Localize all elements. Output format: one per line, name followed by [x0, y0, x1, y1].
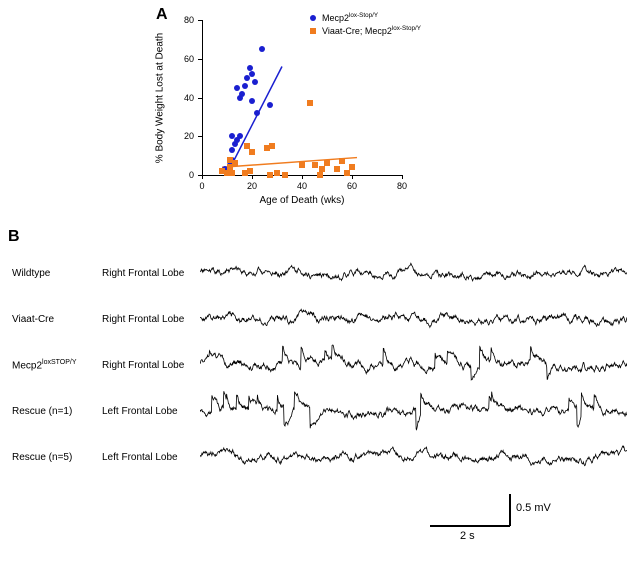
data-point	[349, 164, 355, 170]
eeg-genotype-label: Viaat-Cre	[12, 314, 102, 325]
data-point	[237, 133, 243, 139]
eeg-waveform	[200, 263, 627, 281]
eeg-row: Rescue (n=5)Left Frontal Lobe	[12, 434, 627, 480]
data-point	[307, 100, 313, 106]
scatter-plot: Age of Death (wks) % Body Weight Lost at…	[202, 20, 402, 175]
scatter-legend: Mecp2lox-Stop/Y Viaat-Cre; Mecp2lox-Stop/…	[310, 12, 421, 38]
y-tick-label: 40	[184, 93, 194, 103]
eeg-lobe-label: Right Frontal Lobe	[102, 314, 200, 325]
eeg-trace	[200, 435, 627, 479]
y-tick-label: 80	[184, 15, 194, 25]
eeg-lobe-label: Left Frontal Lobe	[102, 452, 200, 463]
circle-marker-icon	[310, 15, 316, 21]
data-point	[249, 98, 255, 104]
legend-label: Viaat-Cre; Mecp2lox-Stop/Y	[322, 25, 421, 36]
legend-item: Viaat-Cre; Mecp2lox-Stop/Y	[310, 25, 421, 36]
data-point	[319, 166, 325, 172]
scale-bar: 0.5 mV 2 s	[430, 494, 570, 556]
data-point	[282, 172, 288, 178]
x-tick	[402, 175, 403, 179]
scalebar-x-label: 2 s	[460, 530, 475, 542]
eeg-row: Viaat-CreRight Frontal Lobe	[12, 296, 627, 342]
panel-label-b: B	[8, 228, 20, 246]
eeg-trace	[200, 251, 627, 295]
data-point	[242, 83, 248, 89]
eeg-trace	[200, 389, 627, 433]
y-tick-label: 60	[184, 54, 194, 64]
plot-area: Age of Death (wks) % Body Weight Lost at…	[202, 20, 402, 175]
data-point	[234, 85, 240, 91]
x-tick-label: 40	[297, 181, 307, 191]
y-tick	[198, 175, 202, 176]
eeg-trace	[200, 297, 627, 341]
data-point	[267, 172, 273, 178]
data-point	[339, 158, 345, 164]
eeg-genotype-label: Wildtype	[12, 268, 102, 279]
data-point	[324, 160, 330, 166]
eeg-genotype-label: Rescue (n=1)	[12, 406, 102, 417]
eeg-waveform	[200, 446, 627, 466]
eeg-lobe-label: Left Frontal Lobe	[102, 406, 200, 417]
x-axis-title: Age of Death (wks)	[259, 195, 344, 206]
data-point	[267, 102, 273, 108]
x-tick-label: 60	[347, 181, 357, 191]
data-point	[249, 71, 255, 77]
data-point	[312, 162, 318, 168]
data-point	[232, 160, 238, 166]
x-tick	[352, 175, 353, 179]
y-tick-label: 0	[189, 170, 194, 180]
eeg-panel: WildtypeRight Frontal LobeViaat-CreRight…	[12, 250, 627, 480]
data-point	[274, 170, 280, 176]
x-tick-label: 80	[397, 181, 407, 191]
x-tick-label: 20	[247, 181, 257, 191]
x-tick-label: 0	[199, 181, 204, 191]
data-point	[229, 170, 235, 176]
eeg-row: Rescue (n=1)Left Frontal Lobe	[12, 388, 627, 434]
y-tick	[198, 136, 202, 137]
eeg-row: Mecp2loxSTOP/YRight Frontal Lobe	[12, 342, 627, 388]
legend-item: Mecp2lox-Stop/Y	[310, 12, 421, 23]
data-point	[239, 91, 245, 97]
y-tick	[198, 59, 202, 60]
data-point	[229, 147, 235, 153]
square-marker-icon	[310, 28, 316, 34]
y-axis-title: % Body Weight Lost at Death	[155, 32, 166, 162]
y-tick	[198, 98, 202, 99]
data-point	[334, 166, 340, 172]
panel-label-a: A	[156, 6, 168, 24]
eeg-lobe-label: Right Frontal Lobe	[102, 360, 200, 371]
eeg-trace	[200, 343, 627, 387]
eeg-waveform	[200, 345, 627, 380]
data-point	[249, 149, 255, 155]
eeg-genotype-label: Mecp2loxSTOP/Y	[12, 359, 102, 371]
eeg-waveform	[200, 309, 627, 327]
data-point	[317, 172, 323, 178]
scalebar-y-label: 0.5 mV	[516, 502, 551, 514]
data-point	[344, 170, 350, 176]
eeg-waveform	[200, 391, 627, 430]
data-point	[299, 162, 305, 168]
data-point	[259, 46, 265, 52]
x-tick	[202, 175, 203, 179]
y-tick-label: 20	[184, 131, 194, 141]
figure-root: A Age of Death (wks) % Body Weight Lost …	[0, 0, 639, 549]
x-tick	[302, 175, 303, 179]
eeg-row: WildtypeRight Frontal Lobe	[12, 250, 627, 296]
data-point	[269, 143, 275, 149]
x-tick	[252, 175, 253, 179]
data-point	[252, 79, 258, 85]
legend-label: Mecp2lox-Stop/Y	[322, 12, 378, 23]
eeg-genotype-label: Rescue (n=5)	[12, 452, 102, 463]
y-tick	[198, 20, 202, 21]
eeg-lobe-label: Right Frontal Lobe	[102, 268, 200, 279]
data-point	[254, 110, 260, 116]
data-point	[247, 168, 253, 174]
